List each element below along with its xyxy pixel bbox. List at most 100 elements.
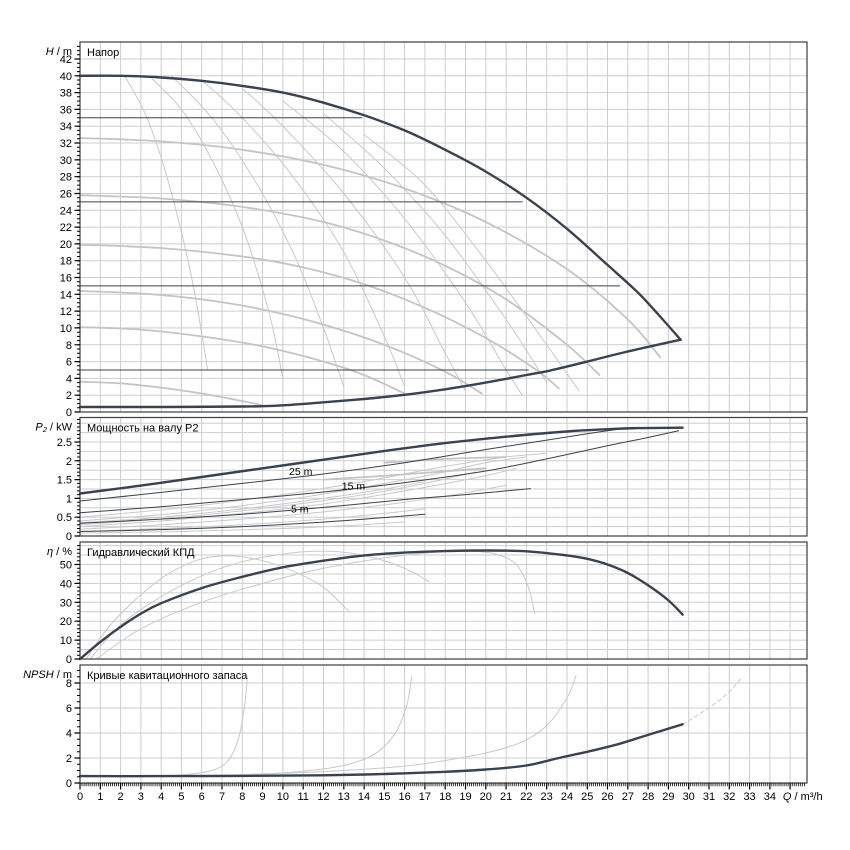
panel-efficiency: 0 10 20 30 40 50 η / % Гидравлический КПД [47, 541, 808, 667]
x-tick-label: 11 [297, 791, 308, 803]
y-tick-label: 10 [60, 635, 72, 647]
panel-border [79, 416, 808, 537]
y-tick-label: 20 [60, 239, 72, 251]
y-tick-label: 2 [66, 390, 72, 402]
y-tick-label: 42 [60, 54, 72, 66]
y-tick-label: 4 [66, 373, 72, 385]
bg-curve-2 [79, 194, 601, 376]
x-tick-label: 27 [622, 791, 634, 803]
power-bg-7 [79, 481, 426, 524]
x-tick-label: 20 [480, 791, 492, 803]
min-speed-head-curve [78, 338, 682, 409]
y-axis-labels: 0 2 4 6 8 [66, 678, 72, 790]
y-tick-label: 4 [66, 728, 72, 740]
y-tick-label: 18 [60, 256, 72, 268]
axis-caption: P₂ / kW [35, 422, 72, 434]
bg-steep-2 [148, 75, 284, 379]
power-5m-curve [79, 488, 531, 524]
y-tick-label: 38 [60, 88, 72, 100]
x-tick-label: 23 [541, 791, 553, 803]
x-tick-label: 19 [459, 791, 471, 803]
y-axis-labels: 0 10 20 30 40 50 [60, 560, 72, 667]
power-max-curve [78, 426, 684, 495]
bg-steep-1 [124, 75, 209, 371]
eff-bg-1 [85, 555, 351, 660]
x-tick-label: 3 [138, 791, 144, 803]
x-tick-label: 0 [77, 791, 83, 803]
y-tick-label: 22 [60, 222, 72, 234]
npsh-bg-3 [180, 675, 577, 776]
y-axis-labels: 0 0.5 1 1.5 2 2.5 [57, 437, 72, 543]
y-tick-label: 2 [66, 753, 72, 765]
bg-curve-3 [79, 243, 560, 390]
efficiency-curve [78, 549, 684, 661]
y-tick-label: 30 [60, 155, 72, 167]
bg-curve-6 [79, 380, 264, 407]
x-tick-label: 31 [703, 791, 715, 803]
y-tick-label: 8 [66, 678, 72, 690]
bg-steep-7 [323, 113, 548, 384]
x-tick-label: 32 [723, 791, 735, 803]
npsh-curve [78, 723, 684, 778]
y-tick-label: 6 [66, 703, 72, 715]
y-tick-label: 0.5 [57, 512, 72, 524]
y-tick-label: 28 [60, 172, 72, 184]
y-tick-label: 0 [66, 778, 72, 790]
panel-border [79, 541, 808, 660]
eff-bg-3 [95, 550, 535, 660]
x-tick-label: 29 [662, 791, 674, 803]
panel-head: 024681012141618202224262830323436384042H… [46, 41, 808, 419]
curve-label: 25 m [289, 466, 313, 478]
y-tick-label: 40 [60, 578, 72, 590]
power-bg-9 [322, 467, 487, 481]
bg-curve-4 [79, 290, 483, 395]
bg-curve-1 [79, 137, 662, 359]
x-tick-label: 10 [277, 791, 289, 803]
grid [80, 665, 807, 783]
npsh-bg-2 [109, 676, 413, 777]
power-bg-6 [79, 508, 426, 532]
x-tick-label: 21 [500, 791, 512, 803]
x-tick-label: 5 [178, 791, 184, 803]
x-tick-label: 17 [419, 791, 431, 803]
x-axis-labels: 0 1 2 3 4 5 6 7 8 9 10 11 12 13 14 15 16 17 18 19 20 21 22 23 24… [77, 791, 776, 803]
y-tick-label: 34 [60, 121, 72, 133]
x-tick-label: 6 [199, 791, 205, 803]
power-bg-4 [79, 456, 527, 522]
panel-title: Гидравлический КПД [87, 547, 195, 559]
grid [80, 42, 807, 412]
power-15m-curve [79, 430, 680, 514]
y-axis-major-ticks [74, 563, 80, 660]
eff-bg-2 [89, 550, 430, 660]
panel-title: Напор [87, 47, 119, 59]
bg-steep-3 [170, 75, 345, 388]
y-tick-label: 10 [60, 323, 72, 335]
power-25m-curve [79, 428, 625, 502]
x-tick-label: 4 [158, 791, 164, 803]
x-tick-label: 2 [118, 791, 124, 803]
y-tick-label: 20 [60, 616, 72, 628]
y-tick-label: 2 [66, 456, 72, 468]
grid [80, 542, 807, 659]
curve-label: 15 m [342, 480, 366, 492]
y-axis-major-ticks [74, 682, 80, 784]
axis-caption: H / m [46, 46, 72, 58]
x-tick-label: 18 [439, 791, 451, 803]
x-tick-label: 25 [581, 791, 593, 803]
y-tick-label: 1.5 [57, 475, 72, 487]
y-tick-label: 1 [66, 493, 72, 505]
y-tick-label: 14 [60, 289, 72, 301]
y-tick-label: 50 [60, 560, 72, 572]
axis-caption: NPSH / m [23, 669, 72, 681]
bg-curve-5 [79, 326, 406, 395]
x-tick-label: 8 [239, 791, 245, 803]
power-min-curve [79, 513, 426, 532]
x-tick-label: 12 [317, 791, 329, 803]
y-tick-label: 8 [66, 340, 72, 352]
x-axis-major-ticks [79, 783, 791, 790]
y-axis-major-ticks [74, 58, 80, 413]
